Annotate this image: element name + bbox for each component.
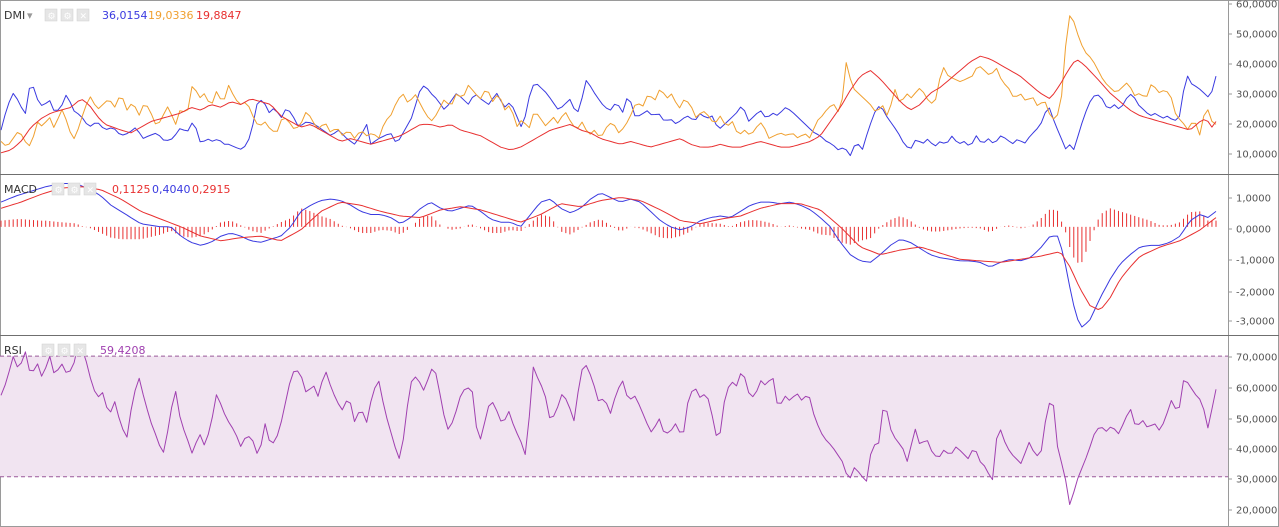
settings-icon[interactable]: ⚙ [51, 182, 65, 196]
axis-tick-label: 40,0000 [1236, 60, 1277, 71]
dmi-plus-value: 36,0154 [102, 9, 148, 22]
series-line [0, 55, 1217, 154]
axis-tick-label: 20,0000 [1236, 120, 1277, 131]
price-axis: 60,0000 50,0000 40,0000 30,0000 20,0000 10,00… [1228, 0, 1277, 517]
dmi-legend: DMI ▾ ⚙ ⚙ ✕ 36,0154 19,0336 19,8847 [4, 8, 242, 22]
gear-icon[interactable]: ⚙ [67, 182, 81, 196]
panel-1-plot [0, 15, 1217, 157]
axis-tick-label: 30,0000 [1236, 90, 1277, 101]
settings-icon[interactable]: ⚙ [44, 8, 58, 22]
axis-tick-label: 60,0000 [1236, 0, 1277, 11]
dmi-adx-value: 19,8847 [196, 9, 242, 22]
svg-text:⚙: ⚙ [45, 347, 53, 357]
panel-2-plot [0, 183, 1217, 328]
svg-text:✕: ✕ [87, 186, 95, 196]
series-line [0, 186, 1217, 310]
panel-3-plot [0, 343, 1228, 505]
svg-text:⚙: ⚙ [61, 347, 69, 357]
axis-tick-label: 50,0000 [1236, 30, 1277, 41]
axis-tick-label: 10,0000 [1236, 150, 1277, 161]
rsi-value: 59,4208 [100, 344, 146, 357]
axis-tick-label: -3,0000 [1236, 317, 1275, 328]
close-icon[interactable]: ✕ [73, 343, 87, 357]
axis-tick-label: 0,0000 [1236, 225, 1271, 236]
svg-text:✕: ✕ [80, 12, 88, 22]
svg-text:⚙: ⚙ [48, 12, 56, 22]
svg-text:⚙: ⚙ [55, 186, 63, 196]
series-line [0, 343, 1217, 505]
plot-area [0, 15, 1228, 505]
rsi-band [0, 356, 1228, 477]
axis-tick-label: 40,0000 [1236, 445, 1277, 456]
series-line [0, 15, 1217, 147]
axis-tick-label: -2,0000 [1236, 288, 1275, 299]
axis-tick-label: 50,0000 [1236, 415, 1277, 426]
rsi-title[interactable]: RSI [4, 344, 22, 357]
axis-tick-label: -1,0000 [1236, 256, 1275, 267]
macd-legend: MACD ⚙ ⚙ ✕ 0,1125 0,4040 0,2915 [4, 182, 231, 196]
gear-icon[interactable]: ⚙ [60, 8, 74, 22]
settings-icon[interactable]: ⚙ [41, 343, 55, 357]
svg-text:✕: ✕ [77, 347, 85, 357]
macd-line-value: 0,4040 [152, 183, 191, 196]
svg-text:⚙: ⚙ [64, 12, 72, 22]
axis-tick-label: 70,0000 [1236, 353, 1277, 364]
series-line [0, 75, 1217, 157]
close-icon[interactable]: ✕ [83, 182, 97, 196]
dmi-minus-value: 19,0336 [148, 9, 194, 22]
series-line [0, 183, 1217, 328]
close-icon[interactable]: ✕ [76, 8, 90, 22]
rsi-legend: RSI ⚙ ⚙ ✕ 59,4208 [4, 343, 146, 357]
axis-tick-label: 20,0000 [1236, 506, 1277, 517]
macd-histogram-value: 0,1125 [112, 183, 151, 196]
axis-tick-label: 60,0000 [1236, 384, 1277, 395]
axis-tick-label: 30,0000 [1236, 475, 1277, 486]
chevron-down-icon[interactable]: ▾ [27, 9, 33, 22]
macd-signal-value: 0,2915 [192, 183, 231, 196]
dmi-title[interactable]: DMI [4, 9, 25, 22]
svg-text:⚙: ⚙ [71, 186, 79, 196]
macd-title[interactable]: MACD [4, 183, 37, 196]
gear-icon[interactable]: ⚙ [57, 343, 71, 357]
axis-tick-label: 1,0000 [1236, 194, 1271, 205]
